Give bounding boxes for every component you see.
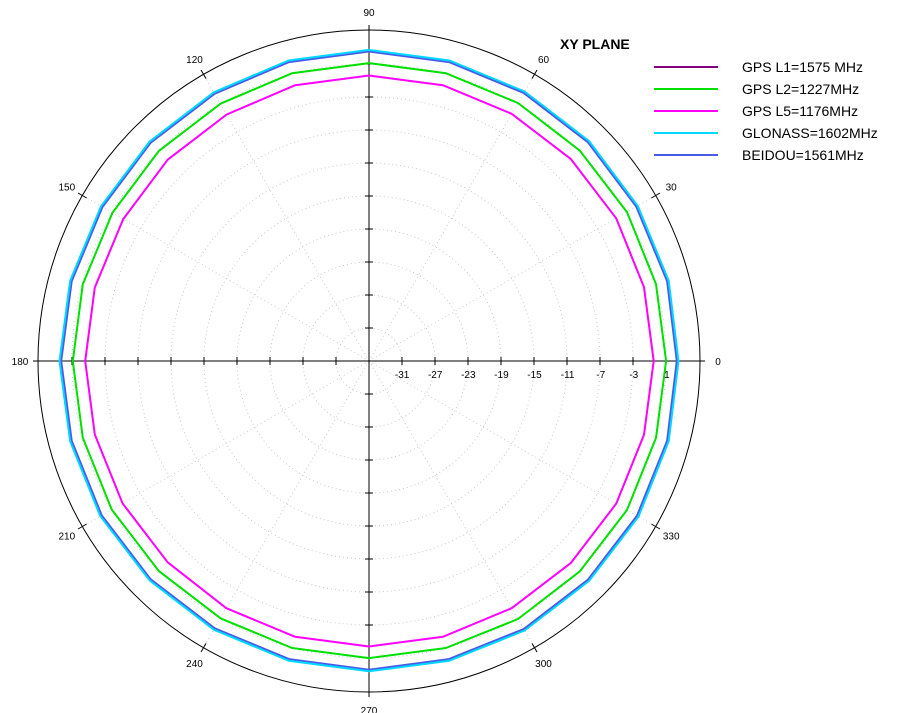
grid-spoke <box>203 360 370 648</box>
legend-entry: GLONASS=1602MHz <box>742 125 878 141</box>
angle-tick <box>531 69 538 79</box>
angle-label: 270 <box>361 706 378 713</box>
legend-entry: GPS L1=1575 MHz <box>742 59 863 75</box>
legend-entry: GPS L5=1176MHz <box>742 103 858 119</box>
angle-label: 120 <box>186 55 203 66</box>
series-line <box>84 74 655 648</box>
series-line <box>71 62 668 660</box>
polar-grid <box>33 25 705 697</box>
angle-label: 210 <box>58 532 75 543</box>
angle-label: 240 <box>186 659 203 670</box>
series-line <box>60 50 678 671</box>
grid-spoke <box>368 360 656 527</box>
radial-tick-label: -7 <box>596 370 605 381</box>
legend-entry: GPS L2=1227MHz <box>742 81 859 97</box>
angle-tick <box>200 69 207 79</box>
grid-spoke <box>368 74 535 362</box>
grid-spoke <box>368 360 535 648</box>
angle-label: 300 <box>535 659 552 670</box>
angle-tick <box>531 643 538 653</box>
series-lines <box>58 48 680 673</box>
radial-tick-label: -15 <box>527 370 542 381</box>
grid-spoke <box>82 195 370 362</box>
angle-tick <box>77 523 87 530</box>
angle-tick <box>200 643 207 653</box>
radial-tick-label: -23 <box>461 370 476 381</box>
series-line <box>58 48 680 673</box>
angle-tick <box>651 523 661 530</box>
angle-label: 90 <box>363 8 375 19</box>
radial-tick-label: -27 <box>428 370 443 381</box>
chart-title: XY PLANE <box>560 36 630 52</box>
angle-tick <box>77 192 87 199</box>
angle-label: 330 <box>663 532 680 543</box>
radial-tick-label: -11 <box>561 370 575 381</box>
radial-tick-label: -19 <box>494 370 509 381</box>
legend: GPS L1=1575 MHz GPS L2=1227MHz GPS L5=1176… <box>654 59 878 163</box>
grid-spoke <box>82 360 370 527</box>
angle-label: 60 <box>538 55 550 66</box>
grid-spoke <box>368 195 656 362</box>
legend-entry: BEIDOU=1561MHz <box>742 147 864 163</box>
angle-label: 0 <box>715 357 721 368</box>
grid-spoke <box>203 74 370 362</box>
radial-tick-label: -31 <box>395 370 410 381</box>
angle-label: 180 <box>12 357 29 368</box>
radial-tick-label: 1 <box>664 370 670 381</box>
angle-label: 150 <box>58 183 75 194</box>
angle-tick <box>651 192 661 199</box>
radial-tick-label: -3 <box>629 370 638 381</box>
angle-label: 30 <box>666 183 678 194</box>
